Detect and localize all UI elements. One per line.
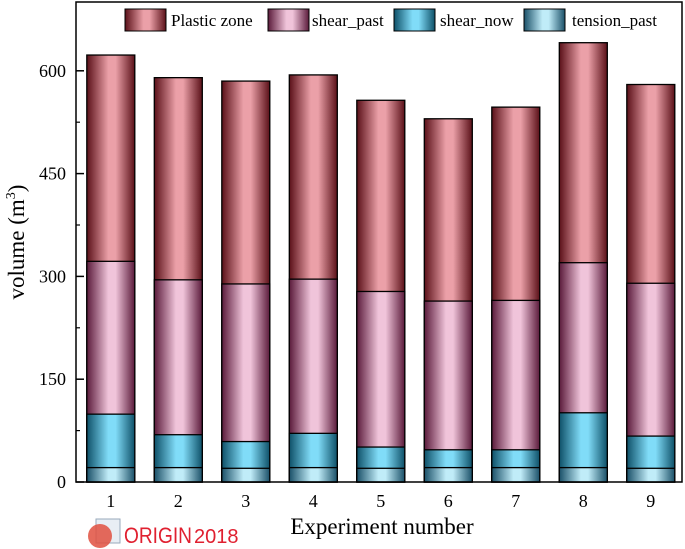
legend-label: shear_now bbox=[440, 11, 514, 30]
y-tick-label: 600 bbox=[39, 61, 66, 81]
legend: Plastic zone shear_past shear_now tension_p… bbox=[124, 8, 657, 32]
legend-swatch bbox=[393, 8, 436, 32]
bar-tension-past-8 bbox=[558, 466, 608, 483]
svg-text:2018: 2018 bbox=[194, 526, 239, 548]
y-tick-label: 300 bbox=[39, 266, 66, 286]
legend-swatch bbox=[523, 8, 566, 32]
y-tick-label: 150 bbox=[39, 369, 66, 389]
y-tick-label: 450 bbox=[39, 164, 66, 184]
x-tick-label: 5 bbox=[376, 491, 385, 511]
x-tick-label: 1 bbox=[106, 491, 115, 511]
bar-tension-past-9 bbox=[626, 467, 676, 483]
origin-logo-icon bbox=[88, 524, 112, 548]
bar-tension-past-6 bbox=[423, 466, 473, 483]
y-axis: 0 150 300 450 600 bbox=[39, 61, 84, 492]
y-axis-label: volume (m3) bbox=[4, 185, 29, 300]
legend-label: tension_past bbox=[572, 11, 657, 30]
y-tick-label: 0 bbox=[57, 472, 66, 492]
legend-swatch bbox=[267, 8, 310, 32]
legend-label: Plastic zone bbox=[171, 11, 253, 30]
bar-tension-past-4 bbox=[288, 466, 338, 483]
bars-layer bbox=[86, 42, 676, 483]
bar-tension-past-7 bbox=[491, 466, 541, 483]
x-tick-label: 3 bbox=[241, 491, 250, 511]
x-tick-label: 6 bbox=[444, 491, 453, 511]
x-axis: 1 2 3 4 5 6 7 8 9 bbox=[106, 491, 655, 511]
x-tick-label: 4 bbox=[309, 491, 318, 511]
bar-tension-past-3 bbox=[221, 467, 271, 483]
x-tick-label: 9 bbox=[646, 491, 655, 511]
bar-tension-past-1 bbox=[86, 466, 136, 483]
bar-tension-past-2 bbox=[153, 466, 203, 483]
x-tick-label: 2 bbox=[174, 491, 183, 511]
bar-tension-past-5 bbox=[356, 467, 406, 483]
x-axis-label: Experiment number bbox=[290, 514, 474, 539]
x-tick-label: 7 bbox=[511, 491, 520, 511]
plot-frame bbox=[75, 1, 683, 483]
legend-swatch bbox=[124, 8, 167, 32]
origin-logo: ORIGIN 2018 bbox=[88, 518, 239, 548]
legend-label: shear_past bbox=[312, 11, 384, 30]
svg-text:ORIGIN: ORIGIN bbox=[124, 523, 192, 548]
x-tick-label: 8 bbox=[579, 491, 588, 511]
